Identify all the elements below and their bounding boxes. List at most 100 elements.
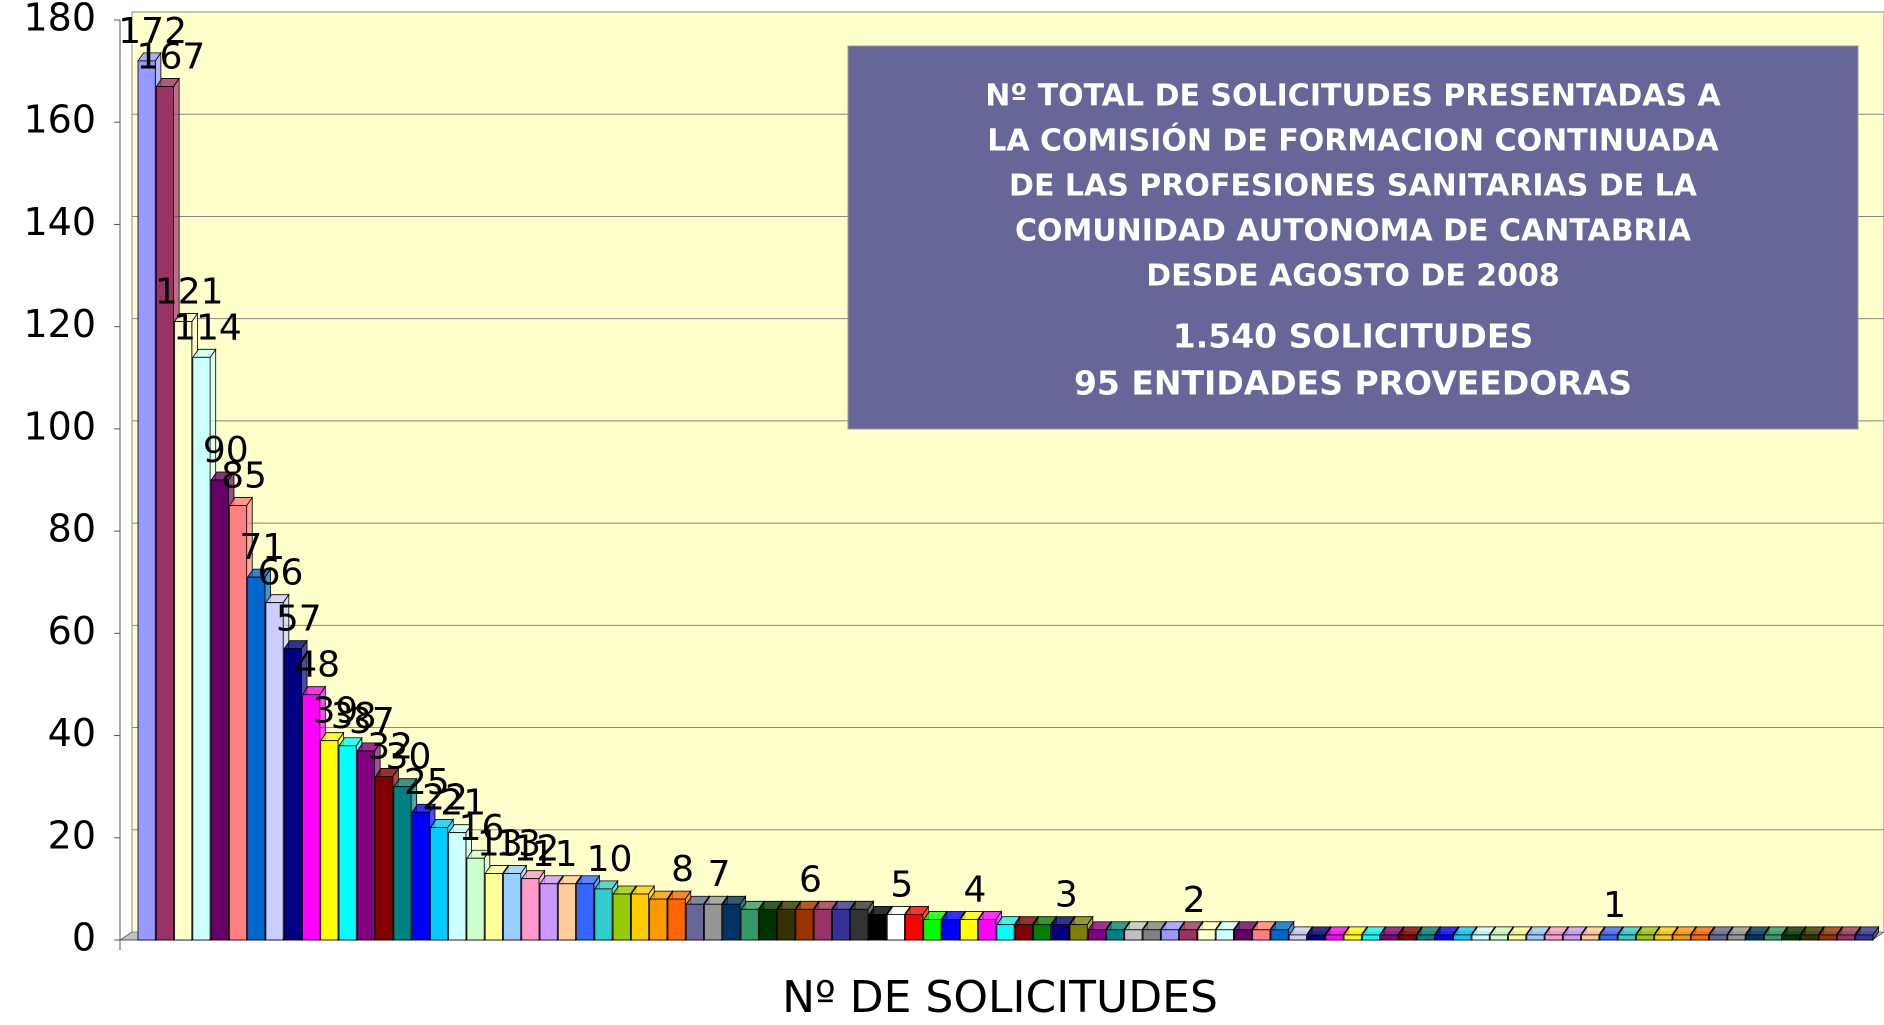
bar (1453, 934, 1472, 941)
bar (1288, 934, 1307, 941)
data-label: 13 (495, 824, 541, 865)
data-label: 1 (1603, 885, 1626, 926)
y-tick-label: 120 (23, 302, 96, 346)
bar (1343, 934, 1362, 941)
bar (905, 914, 924, 941)
y-tick-label: 160 (23, 98, 96, 142)
bar (1709, 934, 1728, 941)
bar (740, 908, 759, 941)
bar (466, 857, 485, 941)
bar (758, 908, 777, 941)
bar (503, 873, 522, 941)
y-tick-label: 20 (48, 813, 96, 857)
bar (1763, 934, 1783, 941)
y-tick-label: 140 (23, 200, 96, 244)
bar (1106, 929, 1125, 941)
bar (1782, 934, 1801, 941)
bar (1818, 934, 1837, 941)
bar (1014, 924, 1033, 941)
bar (1672, 934, 1691, 941)
bar (283, 648, 302, 941)
bar (1398, 934, 1417, 941)
data-label: 172 (118, 11, 187, 52)
data-label: 13 (477, 824, 523, 865)
bar (978, 919, 997, 941)
bar (1526, 934, 1545, 941)
bar (429, 827, 449, 941)
bar (265, 602, 284, 941)
bar (484, 873, 503, 941)
title-box (847, 45, 1859, 430)
title-line: COMUNIDAD AUTONOMA DE CANTABRIA (1015, 214, 1692, 249)
bar (1435, 934, 1454, 941)
data-label: 4 (963, 870, 986, 911)
bar (356, 750, 375, 941)
bar (777, 908, 796, 941)
bar (576, 883, 595, 941)
data-label: 10 (587, 839, 633, 880)
bar (1690, 934, 1709, 941)
bar (192, 356, 211, 941)
data-label: 8 (671, 849, 694, 890)
bar (1837, 934, 1856, 941)
bar (155, 86, 174, 941)
y-tick-label: 180 (23, 0, 96, 40)
bar (667, 898, 686, 941)
data-label: 3 (1055, 875, 1078, 916)
bar (1307, 934, 1326, 941)
bar (704, 903, 723, 941)
bar (1855, 934, 1874, 941)
bar (868, 914, 887, 941)
bar (1234, 929, 1253, 941)
summary-line: 1.540 SOLICITUDES (1173, 317, 1534, 356)
bar (685, 903, 704, 941)
x-axis-title: Nº DE SOLICITUDES (782, 972, 1218, 1023)
bar (1800, 934, 1819, 941)
y-tick-label: 60 (48, 609, 96, 653)
bar (1033, 924, 1052, 941)
bar (338, 745, 357, 941)
data-label: 37 (349, 701, 395, 742)
data-label: 167 (137, 36, 206, 77)
bar (923, 919, 942, 941)
data-label: 121 (155, 272, 224, 313)
bar (1179, 929, 1198, 941)
bar (375, 776, 394, 941)
data-label: 5 (890, 864, 913, 905)
y-tick-label: 40 (48, 711, 96, 755)
title-line: DESDE AGOSTO DE 2008 (1146, 259, 1560, 294)
data-label: 30 (386, 737, 432, 778)
data-label: 21 (440, 783, 486, 824)
bar (813, 908, 832, 941)
bar (1051, 924, 1070, 941)
y-tick-label: 100 (23, 404, 96, 448)
title-line: DE LAS PROFESIONES SANITARIAS DE LA (1009, 169, 1698, 204)
bar (1489, 934, 1508, 941)
bar (1581, 934, 1600, 941)
bar (722, 903, 741, 941)
bar (1142, 929, 1161, 941)
bar (1215, 929, 1234, 941)
bar (941, 919, 960, 941)
bar (210, 479, 229, 941)
bar (832, 908, 851, 941)
bar (247, 576, 266, 941)
bar (959, 919, 978, 941)
bar (1252, 929, 1271, 941)
data-label: 85 (221, 456, 267, 497)
y-tick-label: 0 (72, 916, 96, 960)
bar (886, 914, 905, 941)
bar (1636, 934, 1655, 941)
data-label: 66 (258, 553, 304, 594)
bar (1380, 934, 1399, 941)
data-label: 16 (459, 808, 505, 849)
bar (1599, 934, 1618, 941)
bar (1617, 934, 1636, 941)
bar (1087, 929, 1106, 941)
bar (996, 924, 1015, 941)
bar (1160, 929, 1179, 941)
data-label: 6 (799, 859, 822, 900)
data-label: 48 (294, 645, 340, 686)
title-line: Nº TOTAL DE SOLICITUDES PRESENTADAS A (985, 79, 1721, 114)
